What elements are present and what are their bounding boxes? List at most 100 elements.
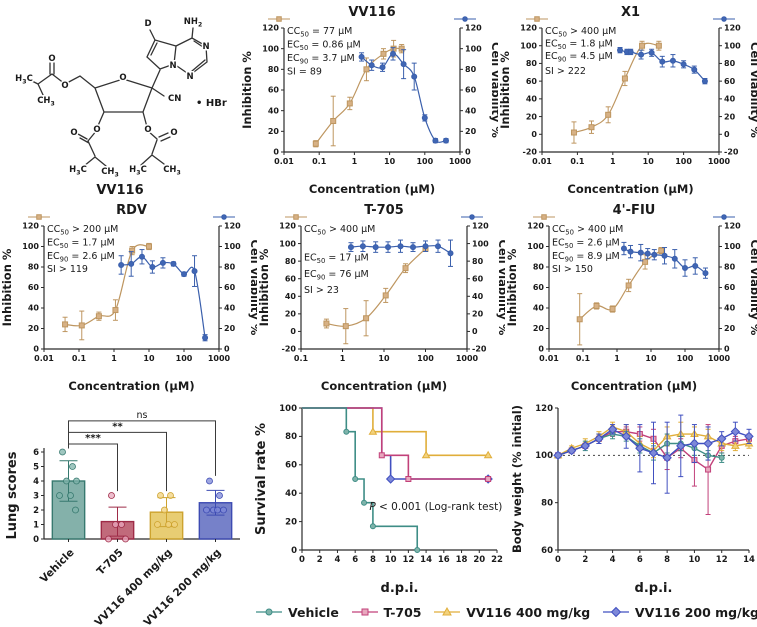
- survival-rate-chart: 0 20 40 60 80 100 0 2 4 6 8 10 12 14 16 18 20 22 d.p.i. Sur…: [252, 396, 507, 600]
- svg-text:4: 4: [334, 555, 340, 565]
- svg-text:10: 10: [143, 354, 155, 363]
- svg-text:-20: -20: [282, 345, 297, 354]
- svg-text:1: 1: [614, 354, 620, 363]
- svg-text:0: 0: [472, 327, 478, 336]
- svg-text:120: 120: [465, 24, 482, 33]
- svg-text:O: O: [48, 54, 55, 64]
- legend-item-vv200: VV116 200 mg/kg: [601, 605, 757, 620]
- svg-text:100: 100: [520, 41, 537, 50]
- svg-text:120: 120: [527, 222, 544, 231]
- svg-text:100: 100: [176, 354, 193, 363]
- svg-text:120: 120: [520, 24, 537, 33]
- svg-text:P < 0.001 (Log-rank test): P < 0.001 (Log-rank test): [369, 501, 502, 513]
- svg-text:22: 22: [491, 555, 503, 565]
- svg-text:4: 4: [33, 477, 39, 487]
- svg-text:-20: -20: [472, 345, 487, 354]
- svg-text:Inhibition %: Inhibition %: [498, 51, 512, 129]
- legend-label: T-705: [383, 604, 422, 620]
- svg-text:8: 8: [370, 555, 376, 565]
- svg-text:60: 60: [224, 283, 236, 292]
- svg-text:EC50 = 2.6 μM: EC50 = 2.6 μM: [552, 237, 620, 250]
- svg-text:Concentration (μM): Concentration (μM): [68, 379, 194, 393]
- svg-text:O: O: [70, 128, 77, 138]
- svg-text:100: 100: [417, 354, 434, 363]
- svg-text:10: 10: [643, 157, 655, 166]
- svg-text:80: 80: [724, 59, 736, 68]
- t705-dose-response-chart: -20 -20 0 0 20 20 40 40 60 60 80 80 100 100 120 120 0.1 1…: [257, 198, 505, 395]
- svg-text:Inhibition %: Inhibition %: [0, 248, 14, 326]
- legend-label: Vehicle: [288, 604, 339, 620]
- svg-text:0: 0: [538, 345, 544, 354]
- svg-text:CC50 = 77 μM: CC50 = 77 μM: [287, 26, 352, 39]
- svg-text:0.1: 0.1: [294, 354, 309, 363]
- svg-text:20: 20: [465, 127, 477, 136]
- svg-text:Cell viability %: Cell viability %: [748, 240, 757, 336]
- svg-text:H3C: H3C: [69, 165, 87, 177]
- svg-text:***: ***: [85, 433, 101, 444]
- svg-text:60: 60: [724, 77, 736, 86]
- svg-text:100: 100: [279, 239, 296, 248]
- svg-text:100: 100: [262, 44, 279, 53]
- svg-text:Concentration (μM): Concentration (μM): [567, 182, 693, 196]
- svg-text:d.p.i.: d.p.i.: [381, 581, 419, 596]
- legend-item-vehicle: Vehicle: [254, 605, 339, 620]
- svg-text:ns: ns: [137, 410, 148, 421]
- svg-text:0: 0: [555, 555, 561, 565]
- svg-text:120: 120: [279, 222, 296, 231]
- svg-text:Inhibition %: Inhibition %: [257, 248, 271, 326]
- t705-square-icon: [351, 608, 378, 616]
- svg-text:EC50 = 1.7 μM: EC50 = 1.7 μM: [47, 237, 115, 250]
- svg-text:40: 40: [465, 106, 477, 115]
- svg-text:100: 100: [472, 239, 489, 248]
- svg-text:N: N: [186, 72, 193, 82]
- svg-text:20: 20: [285, 310, 297, 319]
- svg-text:80: 80: [28, 263, 40, 272]
- svg-text:RDV: RDV: [116, 203, 147, 218]
- svg-text:18: 18: [456, 555, 468, 565]
- svg-text:1000: 1000: [708, 157, 731, 166]
- svg-text:CN: CN: [168, 94, 181, 104]
- vv116-plot: 0 0 20 20 40 40 60 60 80 80 100 100 120 120 0.01 0.1 1 10…: [240, 5, 498, 196]
- svg-text:D: D: [144, 19, 151, 29]
- t705-plot: -20 -20 0 0 20 20 40 40 60 60 80 80 100 100 120 120 0.1 1…: [257, 203, 505, 393]
- svg-text:O: O: [144, 125, 151, 135]
- svg-text:N: N: [169, 61, 176, 71]
- svg-text:EC50 = 1.8 μM: EC50 = 1.8 μM: [545, 39, 613, 52]
- svg-text:60: 60: [541, 546, 553, 556]
- svg-text:1000: 1000: [449, 157, 472, 166]
- svg-text:100: 100: [724, 242, 741, 251]
- svg-text:120: 120: [724, 24, 741, 33]
- svg-text:O: O: [119, 73, 126, 83]
- svg-text:120: 120: [535, 404, 553, 414]
- svg-text:6: 6: [33, 448, 39, 458]
- svg-text:60: 60: [472, 274, 484, 283]
- svg-text:4'-FIU: 4'-FIU: [613, 203, 656, 218]
- svg-text:10: 10: [378, 354, 390, 363]
- svg-text:20: 20: [268, 127, 280, 136]
- legend-label: VV116 200 mg/kg: [634, 604, 757, 620]
- svg-text:20: 20: [724, 324, 736, 333]
- svg-text:CH3: CH3: [37, 96, 55, 108]
- svg-text:0: 0: [531, 130, 537, 139]
- svg-text:40: 40: [28, 304, 40, 313]
- svg-text:T-705: T-705: [95, 547, 126, 578]
- rdv-dose-response-chart: 0 0 20 20 40 40 60 60 80 80 100 100 120 120 0.01 0.1 1 10…: [0, 198, 257, 395]
- svg-text:CC50 > 400 μM: CC50 > 400 μM: [545, 26, 616, 39]
- svg-text:Cell viability %: Cell viability %: [248, 240, 257, 336]
- svg-text:16: 16: [438, 555, 450, 565]
- svg-text:120: 120: [262, 24, 279, 33]
- vv400-triangle-icon: [434, 606, 461, 616]
- svg-text:0.1: 0.1: [570, 157, 585, 166]
- svg-text:8: 8: [664, 555, 670, 565]
- svg-text:N: N: [202, 42, 209, 52]
- svg-text:80: 80: [268, 65, 280, 74]
- svg-text:80: 80: [285, 257, 297, 266]
- svg-text:60: 60: [285, 274, 297, 283]
- svg-text:1000: 1000: [708, 354, 731, 363]
- svg-text:0.01: 0.01: [34, 354, 54, 363]
- svg-text:20: 20: [472, 310, 484, 319]
- svg-text:Concentration (μM): Concentration (μM): [321, 379, 447, 393]
